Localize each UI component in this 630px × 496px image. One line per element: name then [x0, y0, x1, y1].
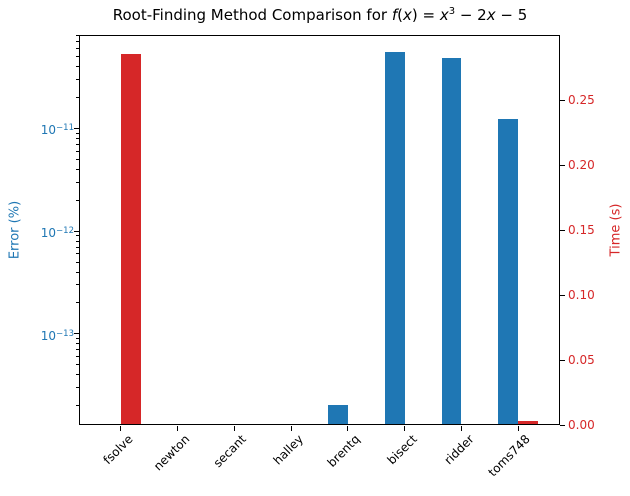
y-left-tick-label: 10−13 — [30, 327, 74, 343]
y-right-tick-label: 0.10 — [568, 288, 595, 302]
y-right-tick-label: 0.05 — [568, 353, 595, 367]
y-right-tick-mark — [560, 294, 565, 296]
y-right-tick-mark — [560, 359, 565, 361]
title-segment: x — [486, 6, 496, 24]
y-left-tick-label: 10−11 — [30, 121, 74, 137]
y-right-tick-label: 0.25 — [568, 93, 595, 107]
y-left-tick-mark — [74, 230, 79, 232]
x-tick-mark — [177, 426, 179, 431]
x-tick-label: secant — [211, 432, 250, 471]
x-tick-mark — [120, 426, 122, 431]
title-segment: f — [391, 6, 398, 24]
x-tick-mark — [460, 426, 462, 431]
y-left-minor-tick-mark — [76, 199, 79, 201]
y-right-tick-mark — [560, 164, 565, 166]
y-left-tick-mark — [74, 333, 79, 335]
y-left-minor-tick-mark — [76, 374, 79, 376]
y-left-minor-tick-mark — [76, 338, 79, 340]
error-bar — [498, 119, 519, 424]
y-left-minor-tick-mark — [76, 41, 79, 42]
y-left-minor-tick-mark — [76, 96, 79, 98]
x-tick-mark — [233, 426, 235, 431]
x-tick-label: fsolve — [100, 432, 136, 468]
title-segment: 3 — [448, 6, 456, 17]
y-left-tick-label: 10−12 — [30, 224, 74, 240]
y-left-minor-tick-mark — [76, 349, 79, 351]
title-segment: ( — [397, 6, 403, 24]
y-left-minor-tick-mark — [76, 405, 79, 407]
y-left-minor-tick-mark — [76, 168, 79, 170]
x-tick-label: halley — [270, 432, 307, 468]
title-segment: Root-Finding Method Comparison for — [112, 6, 392, 24]
x-tick-mark — [517, 426, 519, 431]
x-tick-label: newton — [151, 432, 193, 474]
x-tick-mark — [347, 426, 349, 431]
y-left-minor-tick-mark — [76, 387, 79, 389]
y-right-tick-label: 0.15 — [568, 223, 595, 237]
y-left-minor-tick-mark — [76, 253, 79, 255]
y-left-minor-tick-mark — [76, 235, 79, 237]
tick-base: 10 — [40, 328, 57, 343]
y-right-tick-label: 0.00 — [568, 418, 595, 432]
tick-base: 10 — [40, 123, 57, 138]
y-left-minor-tick-mark — [76, 137, 79, 139]
y-left-tick-mark — [74, 127, 79, 129]
y-left-minor-tick-mark — [76, 56, 79, 58]
y-right-tick-mark — [560, 99, 565, 101]
y-left-minor-tick-mark — [76, 364, 79, 366]
time-bar — [120, 53, 141, 424]
left-axis-label: Error (%) — [7, 200, 23, 260]
error-bar — [441, 58, 462, 424]
title-segment: x — [439, 6, 449, 24]
plot-area — [79, 35, 560, 425]
time-bar — [518, 420, 539, 424]
right-axis-label: Time (s) — [608, 203, 624, 257]
x-tick-label: ridder — [441, 432, 477, 468]
y-left-minor-tick-mark — [76, 35, 79, 37]
y-left-minor-tick-mark — [76, 246, 79, 248]
y-left-minor-tick-mark — [76, 132, 79, 134]
y-left-minor-tick-mark — [76, 240, 79, 242]
x-tick-label: brentq — [324, 432, 363, 470]
y-left-minor-tick-mark — [76, 356, 79, 358]
y-left-minor-tick-mark — [76, 158, 79, 160]
x-tick-mark — [404, 426, 406, 431]
tick-exponent: −11 — [56, 123, 74, 134]
chart-title: Root-Finding Method Comparison for f(x) … — [79, 6, 561, 24]
x-tick-label: bisect — [384, 432, 420, 468]
x-tick-label: toms748 — [485, 432, 534, 480]
y-left-minor-tick-mark — [76, 150, 79, 152]
y-right-tick-mark — [560, 424, 565, 426]
title-segment: x — [402, 6, 412, 24]
y-left-minor-tick-mark — [76, 343, 79, 345]
x-tick-mark — [290, 426, 292, 431]
y-left-minor-tick-mark — [76, 47, 79, 49]
error-bar — [384, 52, 405, 424]
y-right-tick-label: 0.20 — [568, 158, 595, 172]
y-left-minor-tick-mark — [76, 78, 79, 80]
y-left-minor-tick-mark — [76, 271, 79, 273]
tick-exponent: −12 — [56, 226, 74, 237]
error-bar — [328, 404, 348, 424]
y-left-minor-tick-mark — [76, 284, 79, 286]
title-segment: − 2 — [455, 6, 487, 24]
y-left-minor-tick-mark — [76, 143, 79, 145]
tick-exponent: −13 — [56, 328, 74, 339]
y-left-minor-tick-mark — [76, 261, 79, 263]
y-right-tick-mark — [560, 229, 565, 231]
y-left-minor-tick-mark — [76, 65, 79, 67]
title-segment: − 5 — [495, 6, 528, 24]
y-left-minor-tick-mark — [76, 302, 79, 304]
title-segment: ) = — [411, 6, 440, 24]
y-left-minor-tick-mark — [76, 181, 79, 183]
tick-base: 10 — [40, 226, 57, 241]
